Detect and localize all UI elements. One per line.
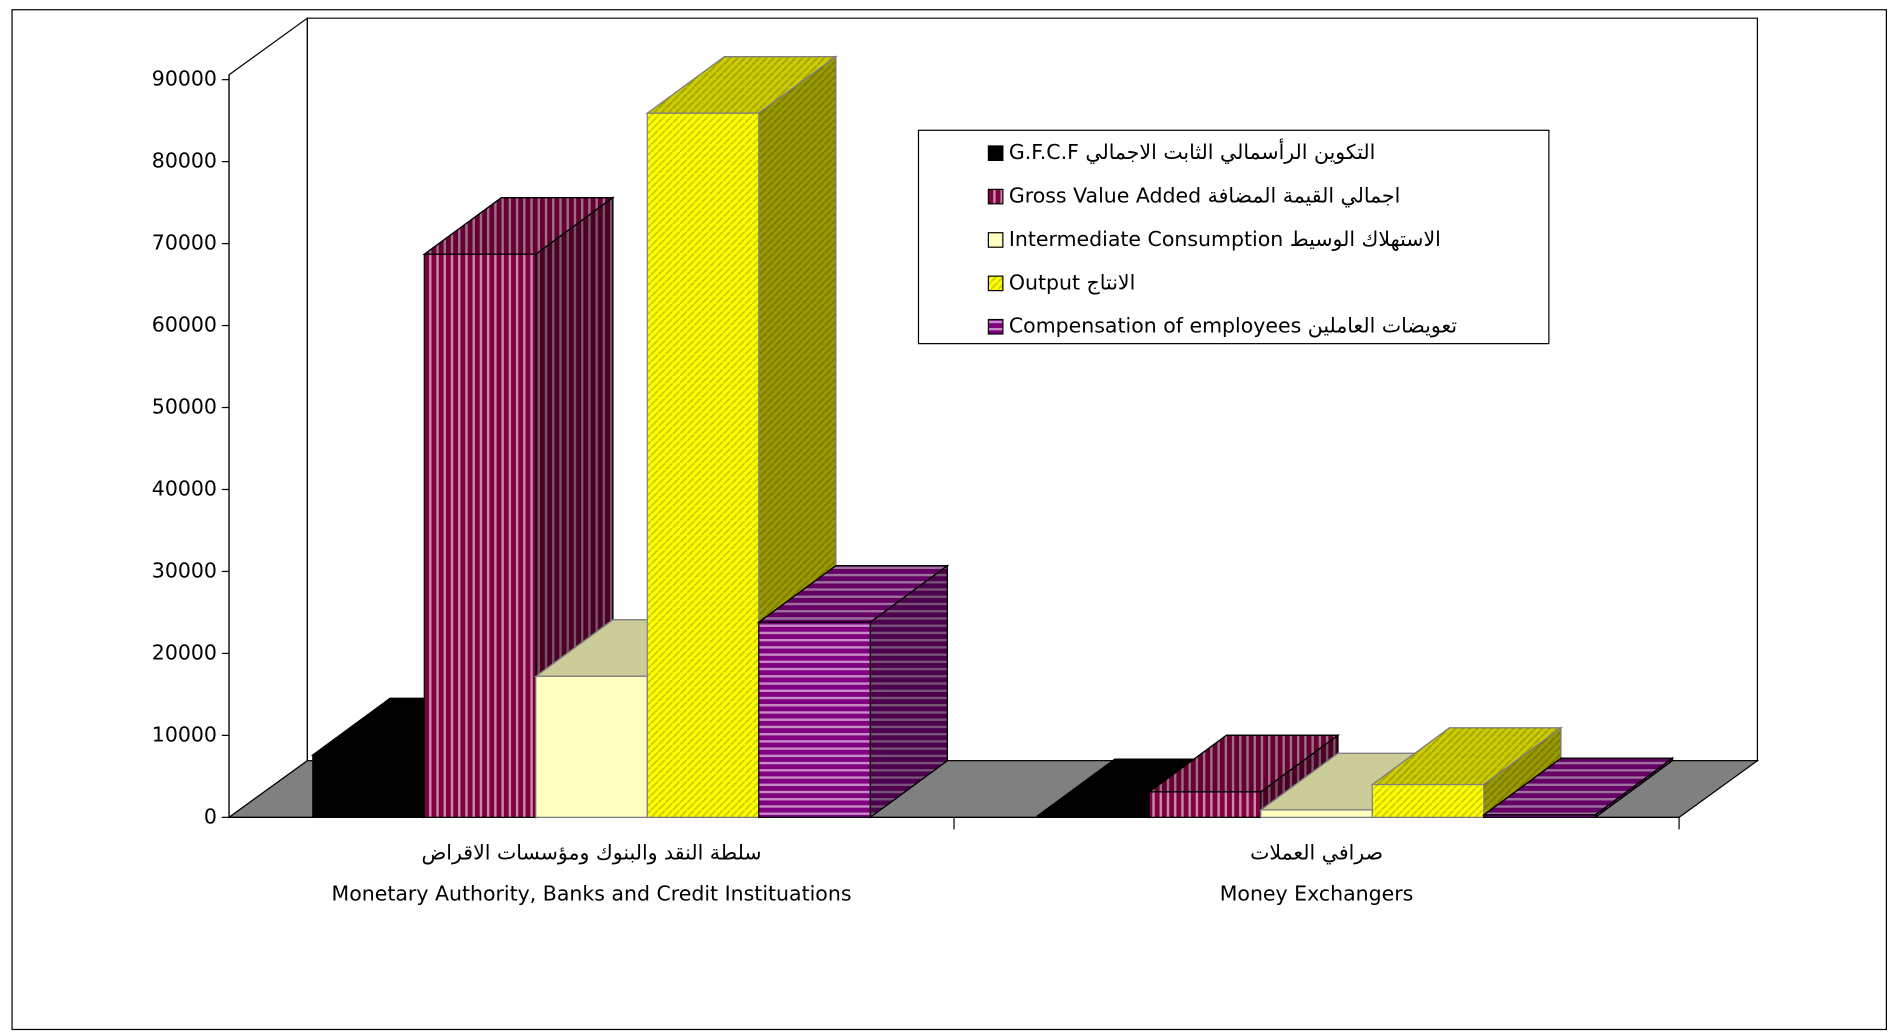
legend-label: Compensation of employees تعويضات العامل… bbox=[1009, 314, 1457, 338]
x-tick-label: سلطة النقد والبنوك ومؤسسات الاقراض bbox=[422, 840, 762, 864]
legend-label: Output الانتاج bbox=[1009, 270, 1135, 294]
y-tick-label: 20000 bbox=[152, 640, 217, 664]
bar bbox=[1483, 814, 1596, 818]
legend-swatch bbox=[987, 188, 1004, 205]
legend-label: Intermediate Consumption الاستهلاك الوسي… bbox=[1009, 227, 1441, 251]
bar bbox=[758, 621, 871, 818]
y-tick-label: 50000 bbox=[152, 395, 217, 419]
legend-label: G.F.C.F التكوين الرأسمالي الثابت الاجمال… bbox=[1009, 139, 1375, 164]
bar bbox=[646, 112, 760, 818]
y-tick-label: 80000 bbox=[152, 149, 217, 173]
y-tick-label: 40000 bbox=[152, 476, 217, 500]
bar bbox=[535, 675, 648, 818]
x-tick-label: Money Exchangers bbox=[1220, 881, 1414, 905]
legend-label: Gross Value Added اجمالي القيمة المضافة bbox=[1009, 184, 1400, 208]
legend-box bbox=[917, 129, 1550, 345]
y-tick-label: 60000 bbox=[152, 313, 217, 337]
left-wall bbox=[228, 17, 308, 819]
legend-swatch bbox=[987, 275, 1004, 292]
y-tick-label: 70000 bbox=[152, 231, 217, 255]
bar bbox=[1260, 809, 1373, 818]
bar bbox=[423, 253, 537, 818]
legend-swatch bbox=[987, 318, 1004, 335]
y-tick-label: 10000 bbox=[152, 722, 217, 746]
x-tick-label: Monetary Authority, Banks and Credit Ins… bbox=[332, 881, 852, 905]
y-tick-label: 0 bbox=[204, 804, 217, 828]
y-tick-label: 30000 bbox=[152, 558, 217, 582]
bar bbox=[1371, 783, 1485, 818]
bar bbox=[312, 754, 425, 818]
y-tick-label: 90000 bbox=[152, 67, 217, 91]
bar bbox=[1037, 815, 1150, 818]
legend-swatch bbox=[987, 145, 1004, 162]
legend-swatch bbox=[987, 232, 1004, 248]
x-tick-label: صرافي العملات bbox=[1250, 840, 1383, 864]
bar bbox=[1148, 791, 1262, 818]
